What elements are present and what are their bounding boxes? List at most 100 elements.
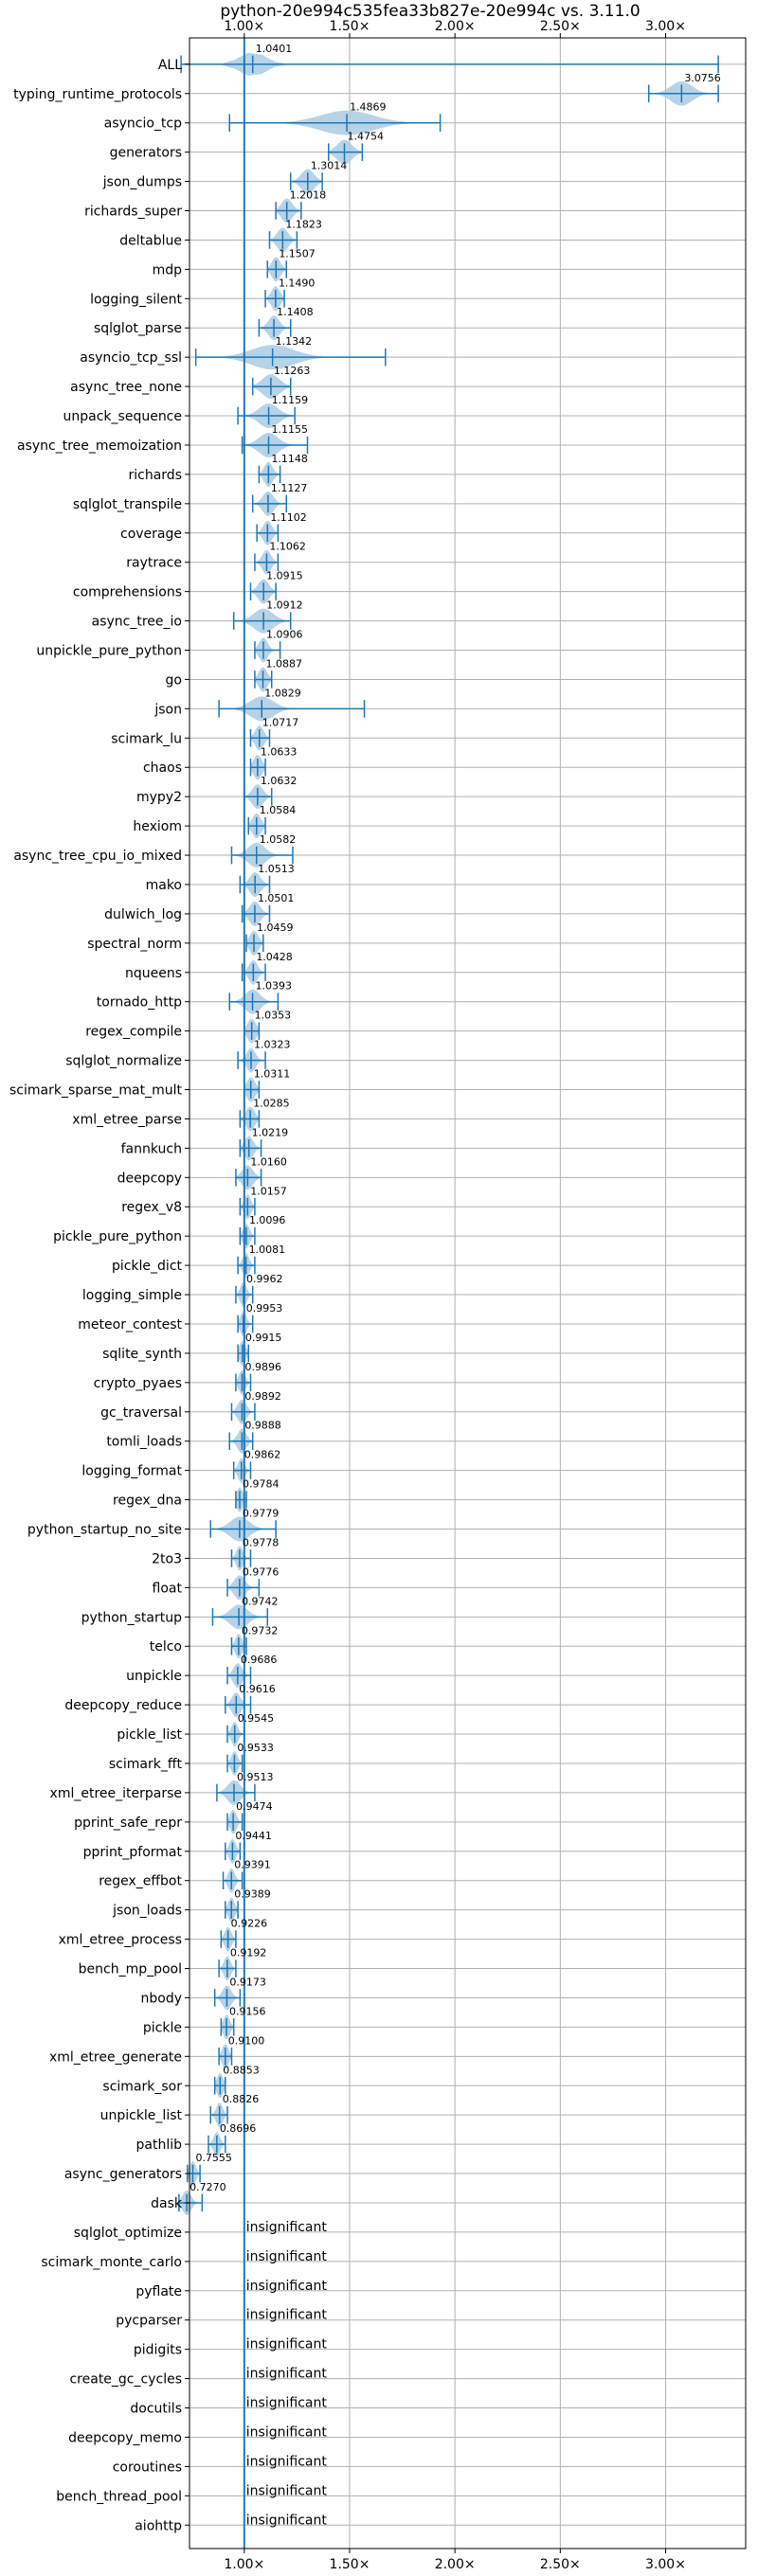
benchmark-label: xml_etree_parse <box>72 1112 182 1127</box>
mean-value-label: 1.0428 <box>256 951 293 963</box>
mean-value-label: 0.8826 <box>223 2093 260 2105</box>
x-tick-label-bottom: 2.50× <box>540 2557 581 2572</box>
mean-value-label: 0.9545 <box>238 1712 275 1725</box>
insignificant-label: insignificant <box>246 2308 328 2323</box>
benchmark-label: xml_etree_iterparse <box>50 1786 182 1801</box>
benchmark-label: tornado_http <box>97 995 182 1011</box>
mean-value-label: 1.0459 <box>257 921 294 934</box>
benchmark-label: pathlib <box>136 2138 183 2153</box>
x-tick-label-bottom: 1.50× <box>330 2557 370 2572</box>
mean-value-label: 1.0632 <box>261 775 298 787</box>
mean-value-label: 0.9533 <box>237 1742 274 1754</box>
mean-value-label: 0.9784 <box>243 1478 280 1491</box>
mean-value-label: 1.1127 <box>271 482 308 494</box>
benchmark-label: telco <box>150 1639 182 1655</box>
benchmark-label: nbody <box>141 1991 183 2006</box>
benchmark-label: ALL <box>158 58 182 73</box>
benchmark-label: async_tree_memoization <box>17 438 182 454</box>
benchmark-label: asyncio_tcp_ssl <box>80 350 182 366</box>
chart-title: python-20e994c535fea33b827e-20e994c vs. … <box>220 2 640 21</box>
benchmark-label: deltablue <box>119 233 182 248</box>
benchmark-label: json_dumps <box>102 175 182 190</box>
x-axis-ticks: 1.00× 1.00× 1.50× 1.50× 2.00× 2.00× 2.50× 2.50×… <box>9 19 686 2572</box>
mean-value-label: 1.0285 <box>253 1097 290 1109</box>
mean-value-label: 0.9862 <box>244 1449 281 1461</box>
mean-value-label: 1.1263 <box>274 365 311 377</box>
mean-value-label: 1.2018 <box>290 189 327 202</box>
benchmark-label: deepcopy_reduce <box>64 1698 182 1713</box>
benchmark-label: scimark_sparse_mat_mult <box>9 1083 182 1099</box>
benchmark-label: typing_runtime_protocols <box>13 87 182 102</box>
benchmark-label: gc_traversal <box>100 1405 182 1421</box>
plot-frame <box>189 37 747 2549</box>
benchmark-label: xml_etree_generate <box>49 2049 182 2065</box>
mean-value-label: 1.1823 <box>285 218 322 230</box>
mean-value-label: 0.9441 <box>235 1830 272 1842</box>
mean-value-label: 1.1342 <box>276 335 313 348</box>
mean-value-label: 1.0160 <box>250 1155 287 1168</box>
benchmark-label: pidigits <box>134 2343 182 2358</box>
benchmark-label: mako <box>146 878 182 893</box>
benchmark-label: logging_silent <box>90 292 182 307</box>
benchmark-label: dulwich_log <box>104 907 182 922</box>
benchmark-label: scimark_fft <box>109 1757 183 1772</box>
benchmark-label: scimark_sor <box>102 2079 182 2094</box>
benchmark-label: python_startup_no_site <box>27 1523 182 1538</box>
benchmark-label: deepcopy_memo <box>68 2430 182 2445</box>
insignificant-label: insignificant <box>246 2249 328 2264</box>
mean-value-label: 0.9173 <box>229 1976 266 1988</box>
benchmark-label: pickle_pure_python <box>53 1229 182 1244</box>
insignificant-label: insignificant <box>246 2454 328 2469</box>
benchmark-label: richards <box>129 468 183 483</box>
benchmark-label: sqlglot_parse <box>94 321 182 336</box>
benchmark-label: fannkuch <box>121 1141 182 1156</box>
mean-value-label: 1.4754 <box>348 131 385 143</box>
mean-value-label: 0.9616 <box>239 1683 276 1695</box>
mean-value-label: 0.8853 <box>223 2064 260 2076</box>
mean-value-label: 1.1507 <box>279 247 316 259</box>
mean-value-label: 1.4869 <box>350 101 387 114</box>
benchmark-label: pyflate <box>135 2284 182 2299</box>
benchmark-label: meteor_contest <box>78 1317 182 1333</box>
benchmark-label: aiohttp <box>135 2518 182 2533</box>
mean-value-label: 1.0081 <box>249 1243 286 1256</box>
benchmark-label: raytrace <box>126 556 182 571</box>
x-tick-label-top: 3.00× <box>645 19 686 34</box>
benchmark-label: regex_compile <box>85 1025 182 1040</box>
label-layer: 1.0401 3.0756 1.4869 1.4754 1.3014 1.2018 1.18… <box>190 43 721 2528</box>
benchmark-label: docutils <box>130 2402 182 2417</box>
mean-value-label: 0.9389 <box>234 1888 270 1901</box>
mean-value-label: 1.0353 <box>255 1010 292 1022</box>
mean-value-label: 0.9915 <box>245 1332 282 1344</box>
x-tick-label-top: 2.50× <box>540 19 581 34</box>
mean-value-label: 1.0157 <box>250 1185 287 1197</box>
benchmark-label: nqueens <box>125 966 182 981</box>
mean-value-label: 1.0311 <box>254 1068 291 1081</box>
benchmark-label: unpickle_pure_python <box>36 644 182 659</box>
mean-value-label: 1.0717 <box>262 716 299 728</box>
benchmark-label: async_tree_cpu_io_mixed <box>13 849 182 864</box>
mean-value-label: 0.9778 <box>243 1536 279 1548</box>
benchmark-label: scimark_lu <box>111 731 182 746</box>
benchmark-label: sqlglot_optimize <box>74 2226 182 2241</box>
mean-value-label: 0.9192 <box>230 1947 267 1959</box>
mean-value-label: 1.0633 <box>261 745 298 758</box>
benchmark-label: dask <box>151 2196 183 2211</box>
mean-value-label: 0.7270 <box>190 2181 226 2193</box>
mean-value-label: 1.0323 <box>254 1039 291 1051</box>
mean-value-label: 1.1490 <box>279 277 316 289</box>
mean-value-label: 0.9391 <box>234 1859 271 1871</box>
mean-value-label: 0.9896 <box>244 1361 281 1373</box>
mean-value-label: 1.0501 <box>258 892 295 904</box>
benchmark-label: asyncio_tcp <box>104 116 182 132</box>
insignificant-label: insignificant <box>246 2396 328 2411</box>
mean-value-label: 1.0582 <box>260 833 297 846</box>
insignificant-label: insignificant <box>246 2513 328 2528</box>
mean-value-label: 1.0513 <box>258 863 295 875</box>
benchmark-label: bench_mp_pool <box>79 1962 182 1977</box>
mean-value-label: 0.9513 <box>237 1771 274 1783</box>
benchmark-label: 2to3 <box>152 1551 182 1566</box>
x-tick-label-bottom: 3.00× <box>645 2557 686 2572</box>
benchmark-label: async_tree_io <box>92 615 182 630</box>
